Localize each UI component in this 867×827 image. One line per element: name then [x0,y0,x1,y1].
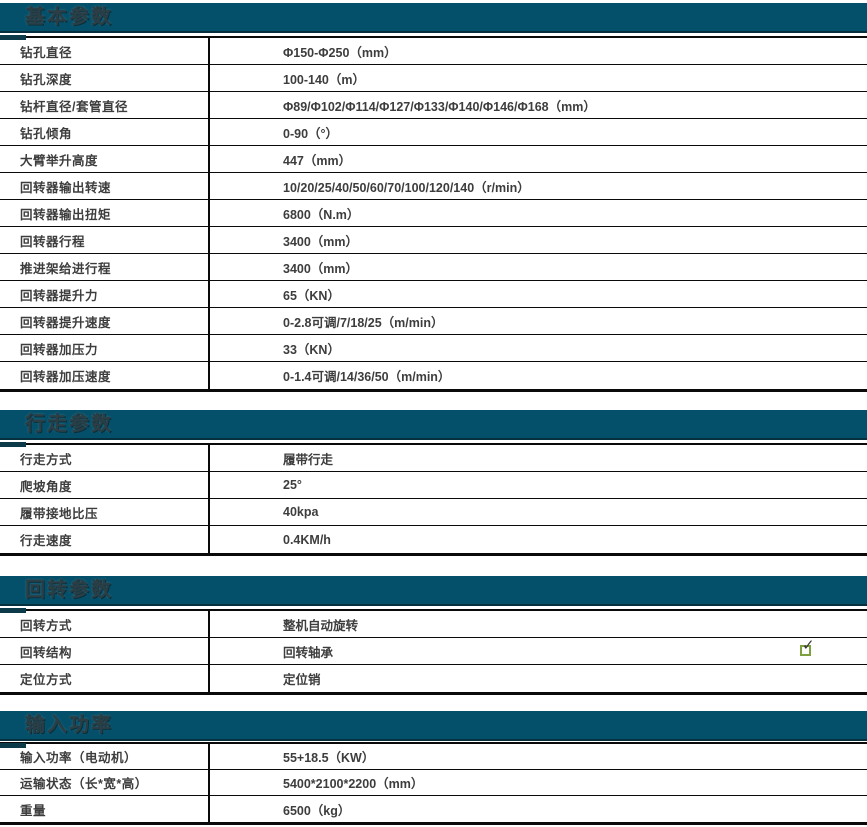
row-label: 爬坡角度 [0,472,210,498]
row-value: 0.4KM/h [283,532,331,547]
section-input-power: 输入功率 输入功率（电动机） 55+18.5（KW） 运输状态（长*宽*高） 5… [0,711,867,825]
row-value: 回转轴承 [283,645,334,660]
row-value: 447（mm） [283,153,352,168]
table-row: 回转器加压力 33（KN） [0,335,867,362]
row-label: 定位方式 [0,665,210,692]
section-title: 输入功率 [25,714,113,736]
row-label: 重量 [0,796,210,822]
table-row: 回转器输出转速 10/20/25/40/50/60/70/100/120/140… [0,173,867,200]
table-row: 回转方式 整机自动旋转 [0,611,867,638]
checked-checkbox-icon[interactable]: ✓ [800,638,815,656]
table-row: 回转器提升速度 0-2.8可调/7/18/25（m/min） [0,308,867,335]
table-row: 重量 6500（kg） [0,796,867,822]
row-label: 回转器提升力 [0,281,210,307]
row-value: 3400（mm） [283,234,359,249]
table-row: 回转器行程 3400（mm） [0,227,867,254]
header-corner-notch [0,743,26,748]
row-label: 回转器提升速度 [0,308,210,334]
table-row: 履带接地比压 40kpa [0,499,867,526]
table-row: 回转器加压速度 0-1.4可调/14/36/50（m/min） [0,362,867,389]
table-row: 回转器输出扭矩 6800（N.m） [0,200,867,227]
row-label: 行走速度 [0,526,210,553]
row-label: 回转器加压力 [0,335,210,361]
table-row: 行走速度 0.4KM/h [0,526,867,553]
header-corner-notch [0,608,26,613]
row-label: 回转器行程 [0,227,210,253]
row-value: 6800（N.m） [283,207,360,222]
table-row: 行走方式 履带行走 [0,445,867,472]
check-mark-icon: ✓ [802,637,815,654]
row-value: 0-2.8可调/7/18/25（m/min） [283,315,444,330]
row-label: 大臂举升高度 [0,146,210,172]
header-corner-notch [0,442,26,447]
spec-table: 钻孔直径 Φ150-Φ250（mm） 钻孔深度 100-140（m） 钻杆直径/… [0,36,867,392]
row-value: 整机自动旋转 [283,618,359,633]
row-label: 回转器输出扭矩 [0,200,210,226]
section-slewing-params: 回转参数 回转方式 整机自动旋转 回转结构 回转轴承 ✓ 定位方式 定位销 [0,576,867,695]
row-value: 定位销 [283,673,321,687]
row-value: 65（KN） [283,288,340,303]
row-value: 100-140（m） [283,72,365,87]
table-row: 钻孔深度 100-140（m） [0,65,867,92]
table-row: 定位方式 定位销 [0,665,867,692]
section-basic-params: 基本参数 钻孔直径 Φ150-Φ250（mm） 钻孔深度 100-140（m） … [0,3,867,392]
spec-table: 回转方式 整机自动旋转 回转结构 回转轴承 ✓ 定位方式 定位销 [0,609,867,695]
table-row: 爬坡角度 25° [0,472,867,499]
row-label: 履带接地比压 [0,499,210,525]
section-header: 回转参数 [0,576,867,606]
row-label: 运输状态（长*宽*高） [0,770,210,795]
table-row: 回转结构 回转轴承 ✓ [0,638,867,665]
section-title: 基本参数 [25,6,113,28]
section-header: 行走参数 [0,410,867,440]
row-value: 6500（kg） [283,803,351,818]
row-value: 10/20/25/40/50/60/70/100/120/140（r/min） [283,180,530,195]
section-header: 基本参数 [0,3,867,33]
row-value: 5400*2100*2200（mm） [283,777,424,791]
section-title: 回转参数 [25,579,113,601]
row-value: 3400（mm） [283,261,359,276]
header-corner-notch [0,35,26,40]
row-label: 行走方式 [0,445,210,471]
spec-table: 行走方式 履带行走 爬坡角度 25° 履带接地比压 40kpa 行走速度 0.4… [0,443,867,556]
row-label: 输入功率（电动机） [0,744,210,769]
row-value: 履带行走 [283,452,334,467]
section-header: 输入功率 [0,711,867,741]
row-label: 钻孔直径 [0,38,210,64]
section-travel-params: 行走参数 行走方式 履带行走 爬坡角度 25° 履带接地比压 40kpa 行走速… [0,410,867,556]
row-label: 回转结构 [0,638,210,664]
table-row: 输入功率（电动机） 55+18.5（KW） [0,744,867,770]
row-label: 回转方式 [0,611,210,637]
row-value: 25° [283,478,302,492]
row-label: 回转器加压速度 [0,362,210,389]
row-label: 钻孔深度 [0,65,210,91]
table-row: 钻杆直径/套管直径 Φ89/Φ102/Φ114/Φ127/Φ133/Φ140/Φ… [0,92,867,119]
table-row: 回转器提升力 65（KN） [0,281,867,308]
row-value: 0-90（°） [283,126,339,141]
table-row: 运输状态（长*宽*高） 5400*2100*2200（mm） [0,770,867,796]
spec-table: 输入功率（电动机） 55+18.5（KW） 运输状态（长*宽*高） 5400*2… [0,742,867,825]
row-value: Φ150-Φ250（mm） [283,45,397,60]
row-value: 40kpa [283,505,319,519]
row-label: 推进架给进行程 [0,254,210,280]
row-label: 钻杆直径/套管直径 [0,92,210,118]
table-row: 钻孔倾角 0-90（°） [0,119,867,146]
row-value: 33（KN） [283,342,340,357]
row-value: 55+18.5（KW） [283,751,375,765]
row-label: 钻孔倾角 [0,119,210,145]
row-value: Φ89/Φ102/Φ114/Φ127/Φ133/Φ140/Φ146/Φ168（m… [283,99,596,114]
table-row: 推进架给进行程 3400（mm） [0,254,867,281]
section-title: 行走参数 [25,413,113,435]
table-row: 钻孔直径 Φ150-Φ250（mm） [0,38,867,65]
row-value: 0-1.4可调/14/36/50（m/min） [283,370,451,384]
table-row: 大臂举升高度 447（mm） [0,146,867,173]
row-label: 回转器输出转速 [0,173,210,199]
